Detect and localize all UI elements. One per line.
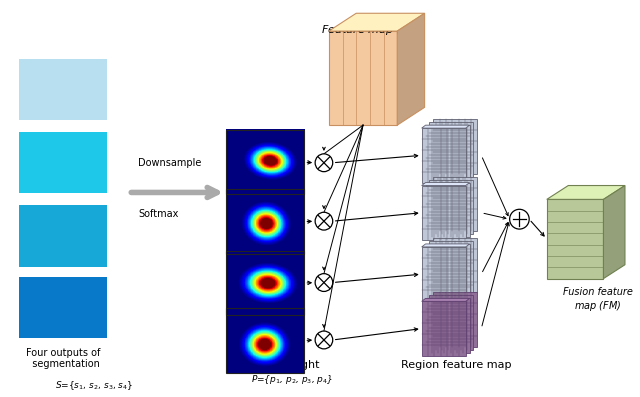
Bar xyxy=(426,299,470,353)
Bar xyxy=(19,59,107,120)
Bar xyxy=(19,205,107,267)
Polygon shape xyxy=(422,183,470,185)
Bar xyxy=(433,238,477,293)
Text: Feature map ($M$): Feature map ($M$) xyxy=(321,23,415,37)
Polygon shape xyxy=(329,13,424,31)
Text: Region feature map: Region feature map xyxy=(401,360,511,370)
Bar xyxy=(433,177,477,231)
Bar xyxy=(226,251,305,315)
Bar xyxy=(226,130,305,195)
Polygon shape xyxy=(547,185,625,199)
Text: $P$={$p_1$, $p_2$, $p_3$, $p_4$}: $P$={$p_1$, $p_2$, $p_3$, $p_4$} xyxy=(251,373,333,385)
Bar xyxy=(429,241,474,295)
Bar xyxy=(19,277,107,338)
Text: Region weight: Region weight xyxy=(240,360,320,370)
Bar xyxy=(422,185,466,240)
Circle shape xyxy=(315,212,333,230)
Bar xyxy=(422,301,466,356)
Circle shape xyxy=(315,154,333,172)
Bar xyxy=(422,247,466,301)
Bar xyxy=(226,251,305,315)
Bar xyxy=(19,132,107,193)
Bar xyxy=(226,189,305,254)
Bar xyxy=(226,189,305,254)
Polygon shape xyxy=(329,31,397,125)
Circle shape xyxy=(315,331,333,349)
Bar xyxy=(426,244,470,299)
Bar xyxy=(429,295,474,350)
Polygon shape xyxy=(422,125,470,128)
Polygon shape xyxy=(422,299,470,301)
Text: $S$={$s_1$, $s_2$, $s_3$, $s_4$}: $S$={$s_1$, $s_2$, $s_3$, $s_4$} xyxy=(55,380,134,392)
Text: Downsample: Downsample xyxy=(138,158,202,168)
Bar xyxy=(433,119,477,173)
Text: Fusion feature
map ($FM$): Fusion feature map ($FM$) xyxy=(563,287,632,312)
Bar xyxy=(426,183,470,237)
Circle shape xyxy=(509,209,529,229)
Bar xyxy=(226,130,305,195)
Circle shape xyxy=(315,274,333,291)
Text: Four outputs of
  segmentation: Four outputs of segmentation xyxy=(26,348,100,370)
Polygon shape xyxy=(604,185,625,279)
Bar xyxy=(426,125,470,179)
Bar xyxy=(226,308,305,373)
Polygon shape xyxy=(547,199,604,279)
Bar xyxy=(429,179,474,234)
Text: Softmax: Softmax xyxy=(138,209,179,219)
Polygon shape xyxy=(397,13,424,125)
Bar xyxy=(422,128,466,183)
Polygon shape xyxy=(422,244,470,247)
Bar xyxy=(226,308,305,373)
Bar xyxy=(433,293,477,347)
Bar xyxy=(429,122,474,177)
